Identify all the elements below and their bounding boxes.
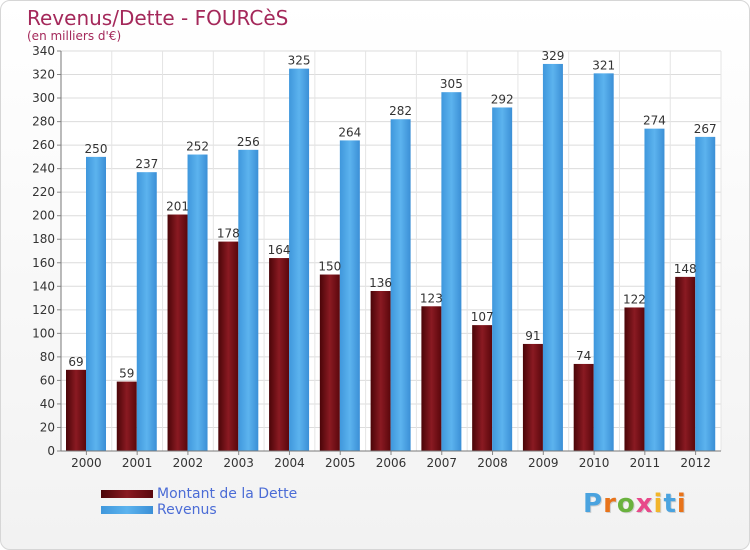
data-label-dette: 201	[166, 200, 189, 214]
data-label-dette: 136	[369, 276, 392, 290]
xtick-label: 2009	[528, 456, 559, 470]
ytick-label: 80	[40, 350, 55, 364]
xtick-label: 2000	[71, 456, 102, 470]
bar-dette	[522, 343, 543, 451]
data-label-dette: 69	[68, 355, 83, 369]
ytick-label: 120	[32, 303, 55, 317]
chart-subtitle: (en milliers d'€)	[27, 29, 122, 43]
legend-label-dette: Montant de la Dette	[157, 486, 298, 502]
data-label-dette: 91	[525, 329, 540, 343]
data-label-dette: 148	[674, 262, 697, 276]
ytick-label: 320	[32, 68, 55, 82]
bar-dette	[167, 214, 188, 451]
ytick-label: 140	[32, 279, 55, 293]
xtick-label: 2006	[376, 456, 407, 470]
ytick-label: 340	[32, 44, 55, 58]
bar-dette	[624, 307, 645, 451]
data-label-revenus: 321	[592, 58, 615, 72]
data-label-dette: 123	[420, 291, 443, 305]
logo-letter: i	[653, 489, 664, 519]
bar-dette	[421, 306, 442, 451]
data-label-revenus: 325	[288, 54, 311, 68]
bar-revenus	[542, 63, 563, 452]
ytick-label: 40	[40, 397, 55, 411]
xtick-label: 2004	[274, 456, 305, 470]
data-label-dette: 74	[576, 349, 591, 363]
data-label-revenus: 292	[491, 92, 514, 106]
bar-dette	[472, 325, 493, 451]
bar-dette	[675, 276, 696, 451]
data-label-revenus: 274	[643, 114, 666, 128]
data-label-dette: 107	[471, 310, 494, 324]
ytick-label: 0	[47, 444, 55, 458]
xtick-label: 2010	[579, 456, 610, 470]
data-label-dette: 59	[119, 367, 134, 381]
proxiti-logo: Proxiti	[583, 489, 687, 519]
ytick-label: 220	[32, 185, 55, 199]
xtick-label: 2002	[173, 456, 204, 470]
bar-dette	[66, 369, 86, 451]
xtick-label: 2008	[477, 456, 508, 470]
data-label-revenus: 252	[186, 140, 209, 154]
bar-revenus	[593, 73, 614, 452]
xtick-label: 2005	[325, 456, 356, 470]
logo-letter: i	[676, 489, 687, 519]
data-label-revenus: 305	[440, 77, 463, 91]
ytick-label: 100	[32, 326, 55, 340]
data-label-dette: 178	[217, 227, 240, 241]
bar-revenus	[390, 119, 411, 451]
legend-swatch-revenus	[101, 506, 153, 514]
ytick-label: 260	[32, 138, 55, 152]
ytick-label: 160	[32, 256, 55, 270]
ytick-label: 300	[32, 91, 55, 105]
logo-letter: x	[635, 489, 654, 519]
data-label-revenus: 267	[694, 122, 717, 136]
bar-revenus	[644, 128, 665, 451]
bar-dette	[319, 274, 340, 451]
bar-revenus	[187, 154, 208, 451]
bar-revenus	[492, 107, 513, 452]
data-label-dette: 164	[268, 243, 291, 257]
logo-letter: t	[663, 489, 677, 519]
ytick-label: 180	[32, 232, 55, 246]
bar-revenus	[86, 156, 106, 451]
bar-revenus	[339, 140, 360, 452]
data-label-dette: 122	[623, 292, 646, 306]
data-label-dette: 150	[318, 260, 341, 274]
data-label-revenus: 256	[237, 135, 260, 149]
bar-revenus	[238, 149, 259, 451]
bar-dette	[573, 363, 594, 451]
ytick-label: 20	[40, 420, 55, 434]
bar-dette	[269, 258, 290, 451]
data-label-revenus: 329	[541, 49, 564, 63]
bar-revenus	[441, 92, 462, 452]
data-label-revenus: 250	[85, 142, 108, 156]
bar-revenus	[695, 136, 716, 451]
ytick-label: 200	[32, 209, 55, 223]
xtick-label: 2007	[426, 456, 457, 470]
bar-revenus	[136, 172, 157, 452]
bar-dette	[370, 291, 391, 451]
logo-letter: r	[603, 489, 617, 519]
data-label-revenus: 264	[338, 125, 361, 139]
ytick-label: 280	[32, 115, 55, 129]
ytick-label: 240	[32, 162, 55, 176]
bar-dette	[218, 241, 239, 451]
data-label-revenus: 282	[389, 104, 412, 118]
logo-letter: o	[616, 489, 636, 519]
ytick-label: 60	[40, 373, 55, 387]
data-label-revenus: 237	[135, 157, 158, 171]
bar-dette	[116, 381, 137, 451]
xtick-label: 2011	[630, 456, 661, 470]
legend-swatch-dette	[101, 490, 153, 498]
logo-letter: P	[583, 489, 604, 519]
xtick-label: 2012	[680, 456, 711, 470]
bar-revenus	[289, 68, 310, 451]
xtick-label: 2003	[223, 456, 254, 470]
xtick-label: 2001	[122, 456, 153, 470]
chart-title: Revenus/Dette - FOURCèS	[27, 6, 289, 30]
legend-label-revenus: Revenus	[157, 502, 217, 518]
